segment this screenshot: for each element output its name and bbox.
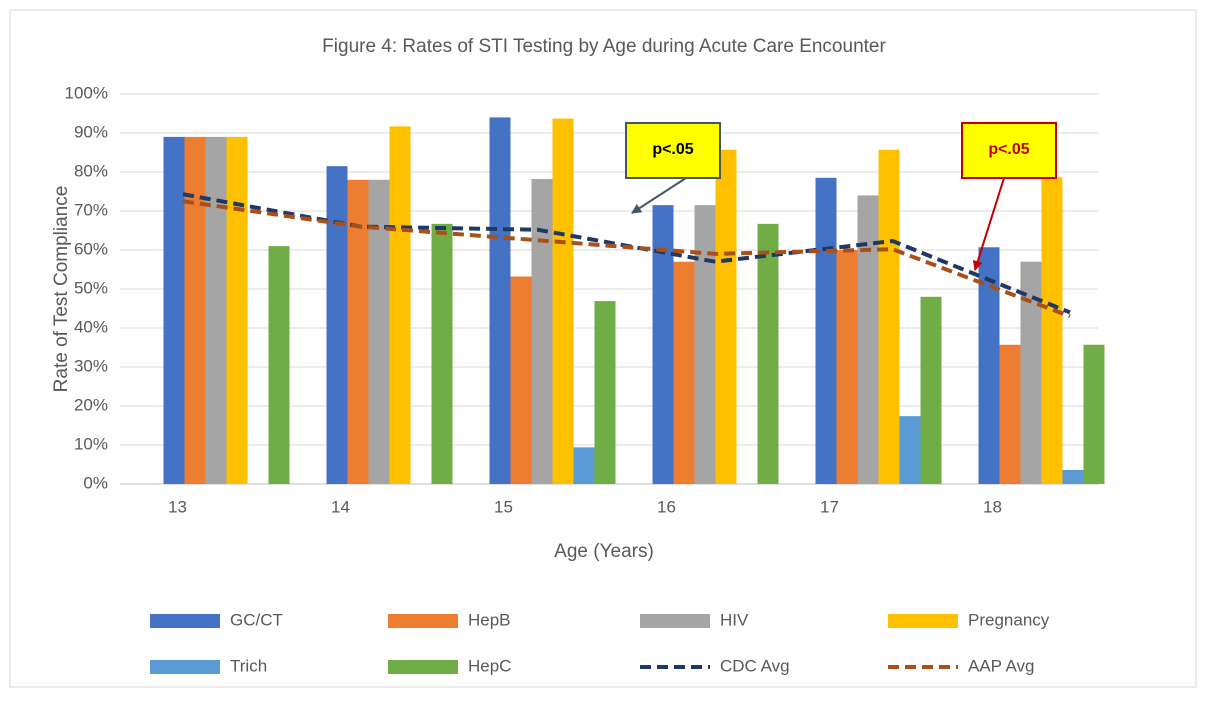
annotation-box <box>961 122 1057 179</box>
y-tick-label: 80% <box>74 161 108 180</box>
bar <box>347 179 369 485</box>
y-axis-title: Rate of Test Compliance <box>51 186 72 393</box>
x-axis-title: Age (Years) <box>554 541 654 562</box>
bar <box>1083 344 1105 484</box>
legend-swatch <box>150 614 220 628</box>
legend-label: AAP Avg <box>968 656 1034 675</box>
bar <box>757 223 779 484</box>
x-tick-label: 16 <box>657 497 676 516</box>
legend-swatch <box>640 614 710 628</box>
bar <box>715 149 737 484</box>
x-tick-label: 14 <box>331 497 350 516</box>
y-tick-label: 20% <box>74 395 108 414</box>
y-tick-label: 30% <box>74 356 108 375</box>
bar <box>1020 261 1042 484</box>
bar <box>268 246 290 484</box>
bar <box>1041 177 1063 484</box>
x-tick-label: 15 <box>494 497 513 516</box>
bar <box>1062 469 1084 484</box>
bar <box>531 179 553 484</box>
annotation-box <box>625 122 721 179</box>
y-tick-label: 10% <box>74 434 108 453</box>
annotation-arrow <box>631 177 687 214</box>
legend-label: Trich <box>230 656 267 675</box>
y-tick-label: 50% <box>74 278 108 297</box>
y-tick-label: 100% <box>65 83 108 102</box>
y-tick-label: 90% <box>74 122 108 141</box>
y-tick-label: 40% <box>74 317 108 336</box>
legend-label: CDC Avg <box>720 656 790 675</box>
bar <box>899 416 921 484</box>
bar <box>489 117 511 485</box>
bar <box>184 136 206 484</box>
bar <box>389 126 411 485</box>
bar <box>694 205 716 484</box>
bar <box>594 301 616 484</box>
bar <box>836 250 858 484</box>
y-tick-label: 0% <box>83 473 108 492</box>
y-tick-label: 70% <box>74 200 108 219</box>
bar <box>815 177 837 484</box>
legend-swatch <box>888 614 958 628</box>
bar <box>673 261 695 484</box>
bar <box>326 166 348 484</box>
bar <box>368 179 390 485</box>
legend-label: HepB <box>468 610 511 629</box>
bar <box>999 344 1021 484</box>
chart-title: Figure 4: Rates of STI Testing by Age du… <box>322 36 886 57</box>
y-tick-label: 60% <box>74 239 108 258</box>
bar <box>573 447 595 484</box>
legend-label: GC/CT <box>230 610 283 629</box>
bar <box>163 136 185 484</box>
x-tick-label: 13 <box>168 497 187 516</box>
bar <box>205 136 227 484</box>
bar <box>878 149 900 484</box>
legend-label: Pregnancy <box>968 610 1050 629</box>
bar <box>226 136 248 484</box>
legend-swatch <box>150 660 220 674</box>
annotation-text: p<.05 <box>988 141 1029 158</box>
x-tick-label: 18 <box>983 497 1002 516</box>
bar <box>978 247 1000 484</box>
bar <box>510 276 532 484</box>
legend-swatch <box>388 660 458 674</box>
bar <box>552 118 574 484</box>
x-tick-label: 17 <box>820 497 839 516</box>
bar <box>431 223 453 484</box>
legend-label: HepC <box>468 656 511 675</box>
bar <box>920 296 942 484</box>
bar <box>857 195 879 484</box>
legend-label: HIV <box>720 610 749 629</box>
bar <box>652 205 674 484</box>
annotation-text: p<.05 <box>652 141 693 158</box>
annotation-arrow <box>972 177 1005 271</box>
line-series <box>182 199 1071 319</box>
legend-swatch <box>388 614 458 628</box>
